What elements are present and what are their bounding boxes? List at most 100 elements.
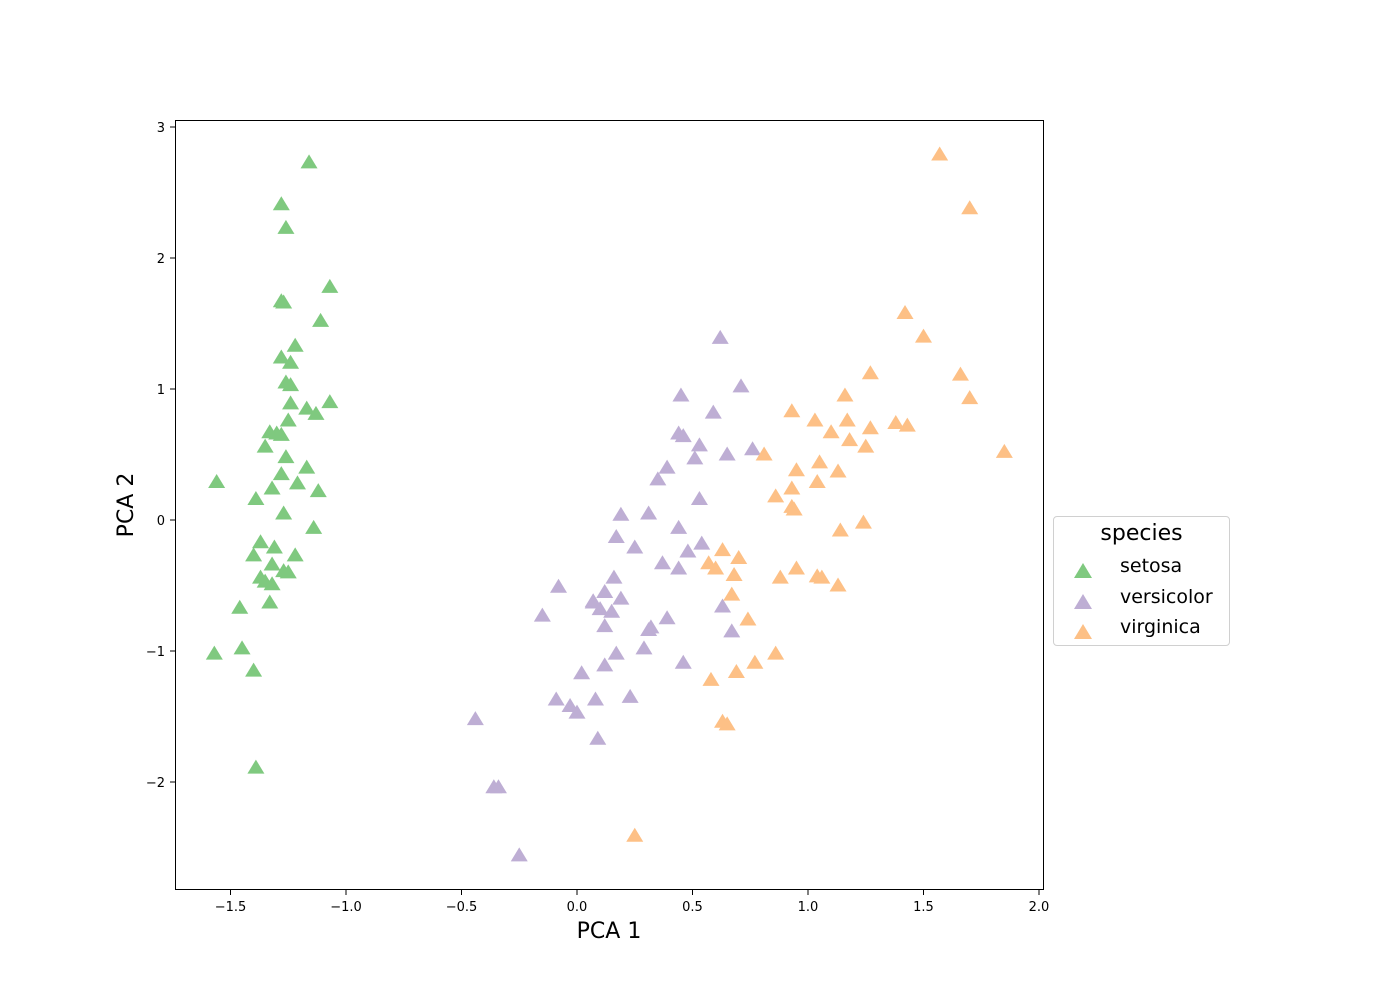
data-point-versicolor (591, 601, 609, 616)
data-point-versicolor (732, 378, 750, 393)
x-tick-label: −1.5 (215, 900, 247, 915)
data-point-virginica (787, 560, 805, 575)
data-point-virginica (831, 522, 849, 537)
data-point-virginica (707, 560, 725, 575)
data-point-versicolor (640, 505, 658, 520)
y-tick-label: 1 (157, 383, 165, 398)
data-point-versicolor (674, 428, 692, 443)
data-point-virginica (841, 432, 859, 447)
data-point-virginica (767, 488, 785, 503)
data-point-versicolor (612, 506, 630, 521)
y-tick-label: 3 (157, 121, 165, 136)
x-tick-label: −1.0 (330, 900, 362, 915)
data-point-versicolor (690, 491, 708, 506)
data-point-setosa (288, 475, 306, 490)
data-point-setosa (272, 426, 290, 441)
data-point-virginica (808, 474, 826, 489)
data-point-versicolor (586, 691, 604, 706)
data-point-virginica (829, 577, 847, 592)
x-tick-label: 2.0 (1029, 900, 1050, 915)
y-axis-label: PCA 2 (114, 473, 139, 538)
data-point-versicolor (714, 598, 732, 613)
data-point-virginica (838, 412, 856, 427)
data-point-virginica (785, 501, 803, 516)
data-point-setosa (272, 466, 290, 481)
data-point-virginica (787, 462, 805, 477)
data-point-setosa (231, 599, 249, 614)
data-point-versicolor (596, 584, 614, 599)
legend-item-versicolor: versicolor (1054, 586, 1229, 614)
data-point-versicolor (607, 529, 625, 544)
data-point-versicolor (621, 688, 639, 703)
data-point-setosa (247, 759, 265, 774)
data-point-virginica (723, 586, 741, 601)
data-point-setosa (286, 337, 304, 352)
data-point-versicolor (686, 450, 704, 465)
data-point-versicolor (605, 569, 623, 584)
data-point-virginica (767, 645, 785, 660)
data-point-setosa (277, 449, 295, 464)
data-point-setosa (298, 459, 316, 474)
x-tick-label: −0.5 (446, 900, 478, 915)
data-point-virginica (961, 390, 979, 405)
data-point-versicolor (510, 847, 528, 862)
data-point-virginica (887, 415, 905, 430)
data-point-versicolor (658, 610, 676, 625)
legend-label: setosa (1120, 555, 1183, 577)
data-point-setosa (263, 480, 281, 495)
data-point-virginica (755, 446, 773, 461)
triangle-marker-icon (1074, 624, 1092, 639)
data-point-setosa (282, 377, 300, 392)
data-point-versicolor (672, 387, 690, 402)
data-point-setosa (275, 505, 293, 520)
data-point-virginica (811, 454, 829, 469)
data-point-setosa (247, 491, 265, 506)
data-point-setosa (305, 519, 323, 534)
data-point-versicolor (711, 329, 729, 344)
data-point-setosa (321, 278, 339, 293)
x-tick-label: 0.0 (567, 900, 588, 915)
x-tick-label: 0.5 (682, 900, 703, 915)
x-axis-ticks: −1.5 −1.0 −0.5 0.0 0.5 1.0 1.5 2.0 (215, 890, 1050, 915)
data-point-versicolor (573, 665, 591, 680)
data-point-versicolor (744, 441, 762, 456)
legend-item-virginica: virginica (1054, 616, 1229, 644)
triangle-marker-icon (1074, 594, 1092, 609)
data-point-versicolor (704, 404, 722, 419)
data-point-setosa (309, 483, 327, 498)
data-point-virginica (702, 671, 720, 686)
data-point-setosa (286, 547, 304, 562)
legend-label: virginica (1120, 616, 1201, 638)
data-point-setosa (307, 405, 325, 420)
data-point-virginica (836, 387, 854, 402)
data-point-virginica (829, 463, 847, 478)
data-point-setosa (252, 534, 270, 549)
data-point-setosa (272, 349, 290, 364)
data-point-virginica (854, 514, 872, 529)
data-point-versicolor (658, 459, 676, 474)
data-point-versicolor (670, 560, 688, 575)
x-tick-label: 1.0 (798, 900, 819, 915)
data-point-virginica (746, 654, 764, 669)
x-tick-label: 1.5 (913, 900, 934, 915)
data-point-setosa (282, 395, 300, 410)
y-tick-label: −2 (146, 776, 165, 791)
data-point-versicolor (723, 623, 741, 638)
data-point-versicolor (649, 471, 667, 486)
legend-label: versicolor (1120, 586, 1213, 608)
data-point-setosa (275, 294, 293, 309)
data-point-virginica (714, 542, 732, 557)
triangle-marker-icon (1074, 563, 1092, 578)
data-point-versicolor (466, 711, 484, 726)
data-point-virginica (861, 365, 879, 380)
data-point-setosa (277, 219, 295, 234)
data-point-versicolor (626, 539, 644, 554)
data-point-versicolor (489, 779, 507, 794)
y-tick-label: −1 (146, 645, 165, 660)
data-point-setosa (272, 196, 290, 211)
data-point-setosa (321, 394, 339, 409)
x-axis-label: PCA 1 (577, 919, 642, 944)
data-point-versicolor (596, 618, 614, 633)
data-point-setosa (279, 564, 297, 579)
